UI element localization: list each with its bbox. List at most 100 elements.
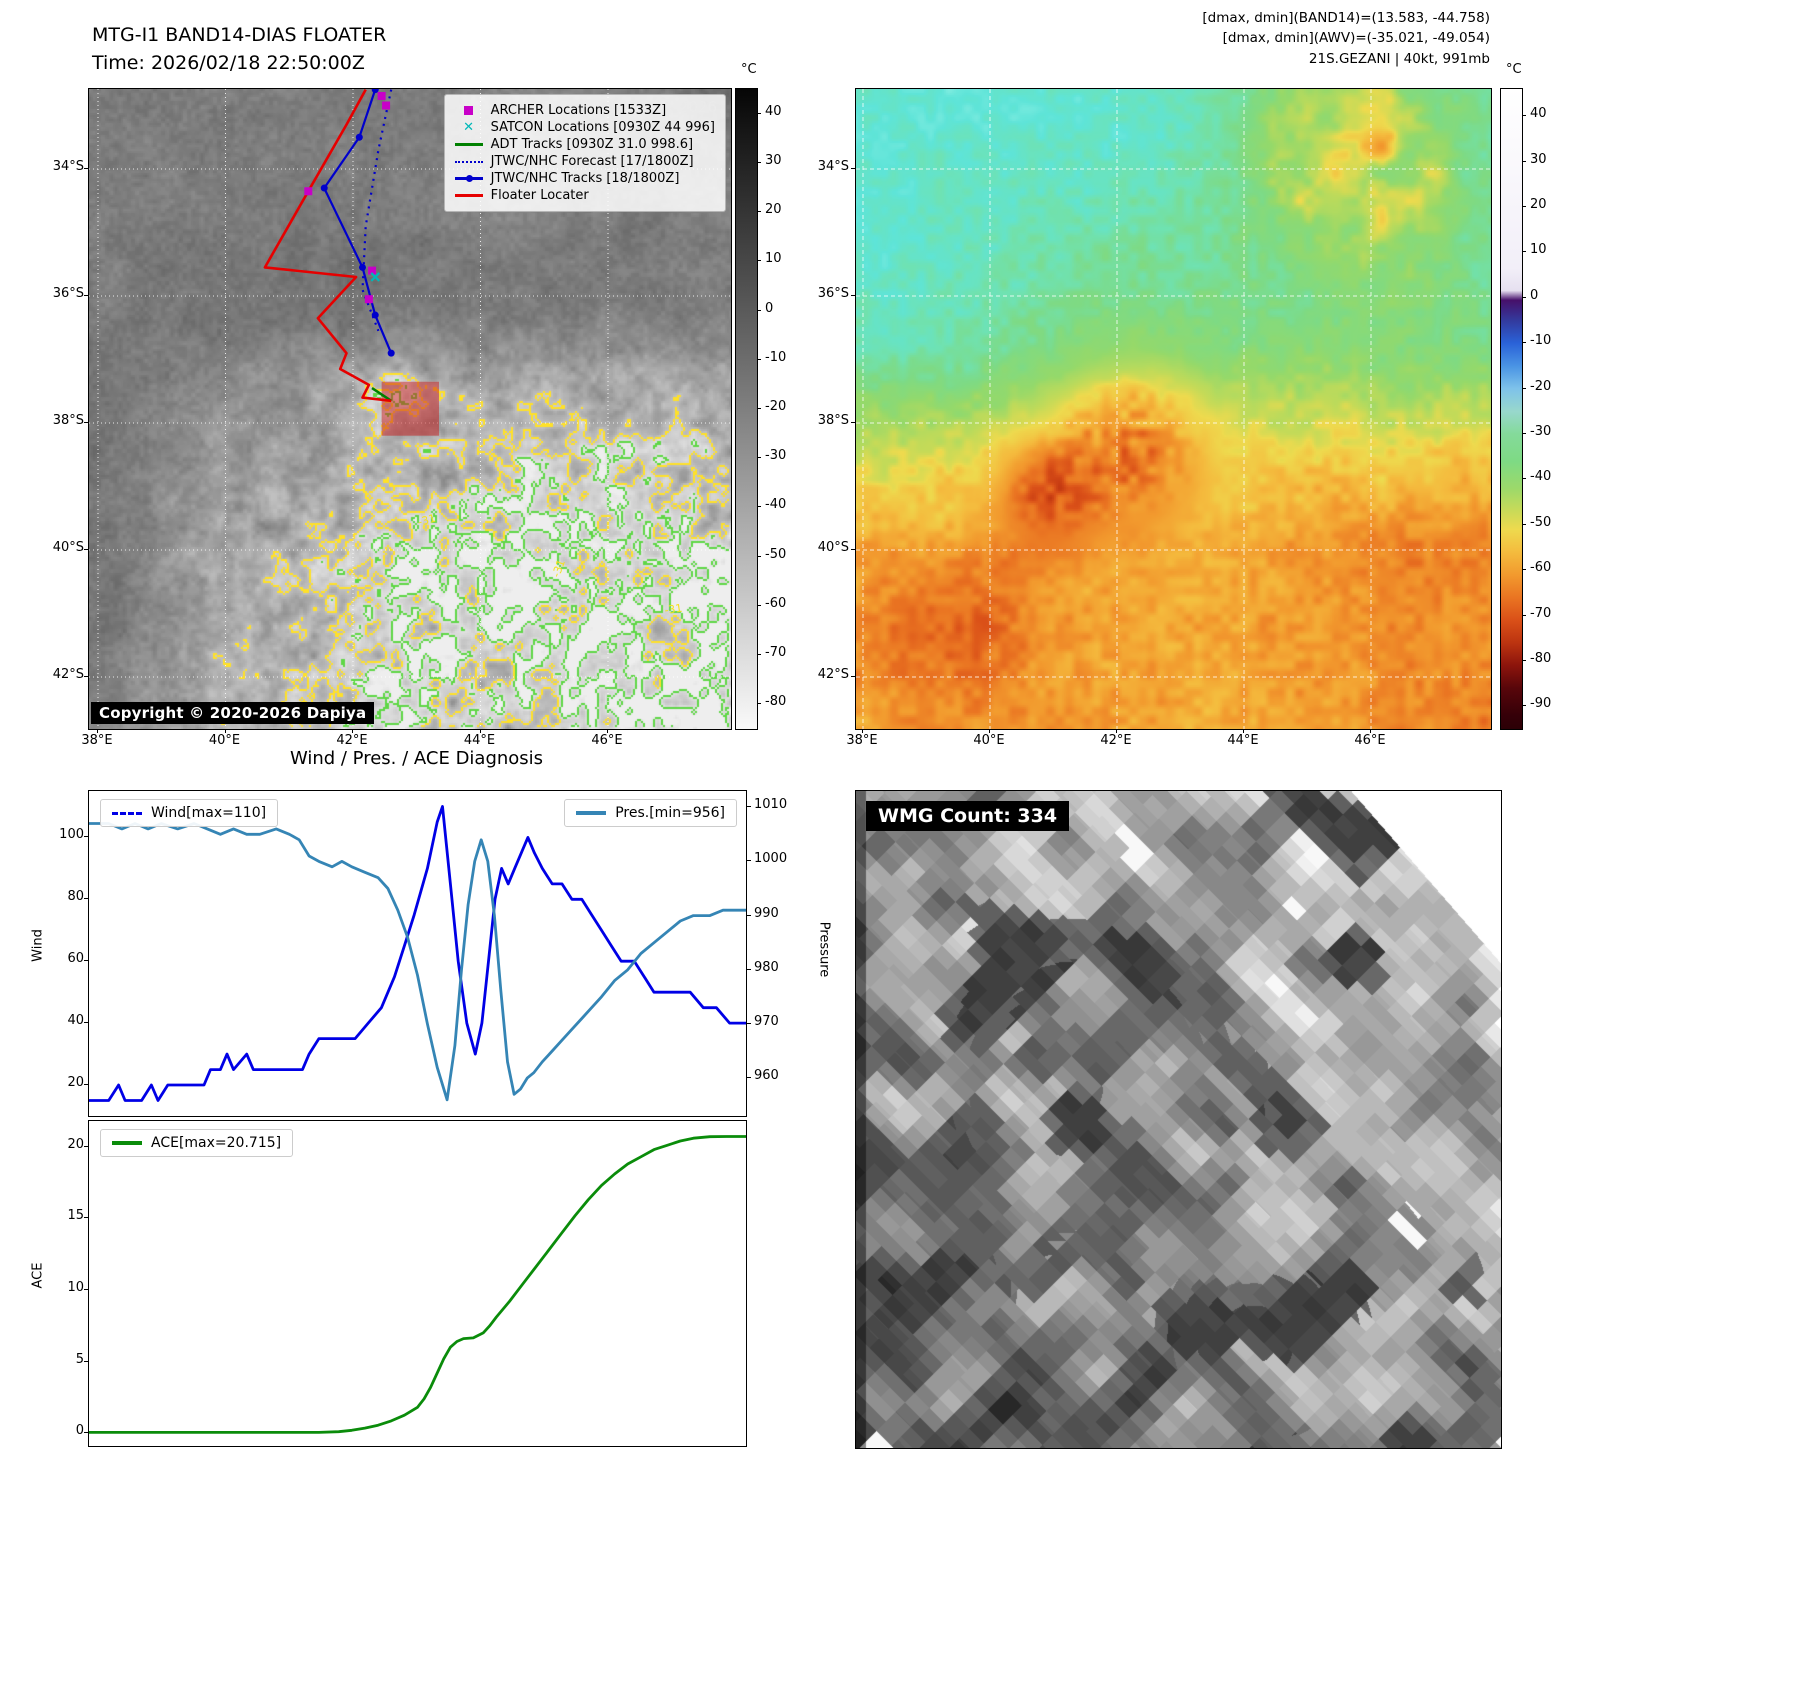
colorbar-tick-mark [757, 555, 761, 557]
colorbar-tick-label: -20 [1530, 378, 1552, 394]
lon-tick-label: 44°E [1227, 733, 1259, 748]
chart-ytick-label: 80 [67, 889, 84, 905]
awv-satellite-canvas [856, 89, 1491, 729]
series-line-left [89, 1135, 746, 1434]
lat-tick-label: 40°S [52, 540, 84, 555]
wmg-canvas [856, 791, 1501, 1448]
chart-ytick-label: 40 [67, 1013, 84, 1029]
wind-pressure-plot [89, 805, 746, 1102]
lon-tick-label: 42°E [1100, 733, 1132, 748]
wind-legend: Wind[max=110] [100, 799, 279, 827]
chart-ytick-label: 990 [754, 905, 779, 921]
colorbar-tick-mark [757, 358, 761, 360]
forecast-dotted-line-icon [454, 160, 483, 163]
colorbar-tick-mark [1522, 478, 1526, 480]
chart-ytick-label: 5 [75, 1351, 84, 1367]
colorbar-tick-label: 40 [765, 103, 782, 119]
colorbar-tick-label: 30 [765, 152, 782, 168]
awv-satellite-map [855, 88, 1492, 730]
floater-track-line [263, 89, 392, 403]
colorbar-tick-mark [757, 457, 761, 459]
colorbar-tick-mark [1522, 614, 1526, 616]
archer-marker [304, 187, 313, 196]
satcon-x-icon: ✕ [463, 120, 475, 135]
lat-tick-mark [84, 422, 88, 423]
colorbar-tick-label: 20 [765, 202, 782, 218]
chart-ytick-mark [747, 860, 751, 862]
colorbar-tick-label: -70 [765, 645, 787, 661]
legend-marker [454, 173, 483, 185]
colorbar-tick-mark [1522, 569, 1526, 571]
ace-legend-label: ACE[max=20.715] [151, 1135, 282, 1151]
storm-id-intensity: 21S.GEZANI | 40kt, 991mb [1308, 50, 1490, 67]
lon-tick-mark [1243, 729, 1244, 733]
lat-tick-label: 34°S [817, 159, 849, 174]
colorbar-tick-label: -80 [1530, 650, 1552, 666]
colorbar-tick-mark [1522, 659, 1526, 661]
chart-ytick-label: 60 [67, 951, 84, 967]
colorbar-tick-label: -20 [765, 399, 787, 414]
legend-label: JTWC/NHC Forecast [17/1800Z] [490, 154, 694, 169]
lat-tick-mark [851, 295, 855, 296]
legend-row: JTWC/NHC Forecast [17/1800Z] [454, 154, 715, 169]
colorbar-tick-label: -90 [1530, 696, 1552, 712]
legend-marker [454, 156, 483, 168]
wmg-panel: WMG Count: 334 [855, 790, 1502, 1449]
ir-colorbar-unit: °C [741, 62, 757, 77]
chart-ytick-label: 980 [754, 959, 779, 975]
lon-tick-mark [1116, 729, 1117, 733]
lon-tick-mark [1370, 729, 1371, 733]
lon-tick-mark [97, 729, 98, 733]
colorbar-tick-label: 30 [1530, 151, 1547, 167]
awv-map-overlay [856, 89, 1491, 729]
contour-value-label: -31 [550, 558, 568, 579]
legend-label: Floater Locater [490, 188, 589, 203]
satcon-marker [370, 272, 381, 282]
colorbar-tick-label: -30 [1530, 423, 1552, 439]
legend-label: JTWC/NHC Tracks [18/1800Z] [490, 171, 680, 186]
ir-satellite-map: -31-31-31-31 EUMETSAT 2026 ARCHER Locati… [88, 88, 732, 730]
colorbar-tick-label: -70 [1530, 605, 1552, 621]
lat-tick-mark [851, 549, 855, 550]
colorbar-tick-mark [757, 161, 761, 163]
right-panel-header: [dmax, dmin](BAND14)=(13.583, -44.758) [… [1202, 8, 1490, 69]
chart-ytick-label: 15 [67, 1208, 84, 1224]
colorbar-tick-mark [757, 309, 761, 311]
lat-tick-mark [84, 676, 88, 677]
legend-marker [454, 139, 483, 151]
jtwc-track-point [320, 184, 328, 192]
colorbar-tick-mark [1522, 296, 1526, 298]
contour-value-label: -31 [664, 602, 684, 617]
series-line-left [89, 805, 746, 1102]
chart-ytick-mark [747, 1022, 751, 1024]
adt-track-line [371, 387, 392, 402]
colorbar-tick-mark [1522, 523, 1526, 525]
satellite-time: Time: 2026/02/18 22:50:00Z [92, 51, 365, 74]
archer-marker [382, 101, 391, 110]
chart-ytick-mark [84, 1217, 88, 1219]
colorbar-tick-mark [1522, 387, 1526, 389]
chart-ytick-mark [747, 968, 751, 970]
copyright-label: Copyright © 2020-2026 Dapiya [91, 702, 375, 724]
lon-tick-mark [352, 729, 353, 733]
wind-legend-label: Wind[max=110] [151, 805, 267, 821]
lon-tick-label: 40°E [973, 733, 1005, 748]
lon-tick-label: 38°E [81, 733, 113, 748]
awv-colorbar [1500, 88, 1523, 730]
lat-tick-label: 38°S [817, 413, 849, 428]
lat-tick-label: 34°S [52, 159, 84, 174]
archer-marker [364, 295, 373, 304]
lon-tick-mark [479, 729, 481, 733]
chart-ytick-mark [84, 1145, 88, 1147]
lat-tick-mark [84, 295, 88, 296]
legend-row: ✕ SATCON Locations [0930Z 44 996] [455, 120, 715, 135]
ir-map-overlay: -31-31-31-31 [89, 89, 731, 729]
ace-chart [88, 1120, 747, 1447]
contour-value-label: -31 [416, 512, 437, 529]
wind-axis-label: Wind [30, 929, 46, 962]
chart-ytick-label: 0 [75, 1423, 84, 1439]
left-panel-title-block: MTG-I1 BAND14-DIAS FLOATER Time: 2026/02… [92, 22, 386, 77]
colorbar-tick-label: 40 [1530, 106, 1547, 122]
archer-marker [377, 91, 386, 100]
colorbar-tick-label: -60 [1530, 560, 1552, 576]
